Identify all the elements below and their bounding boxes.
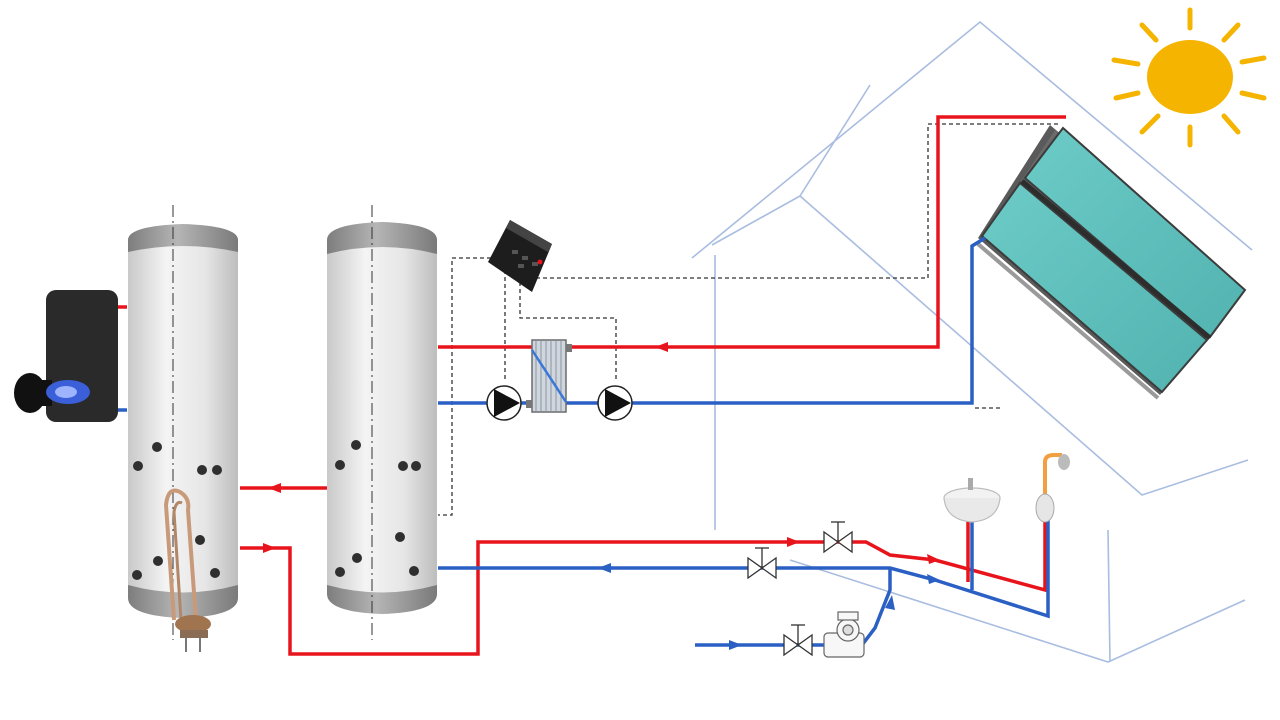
valve-icon bbox=[823, 521, 853, 554]
sink-icon bbox=[943, 478, 1001, 523]
house-outline-icon bbox=[691, 20, 1253, 663]
control-wiring bbox=[438, 123, 1060, 516]
storage-tank-right bbox=[327, 205, 437, 640]
boiler-burner-icon bbox=[14, 290, 118, 422]
valve-icon bbox=[747, 547, 777, 580]
controller-icon bbox=[488, 220, 552, 292]
flat-plate-collector-icon bbox=[976, 125, 1247, 400]
sun-icon bbox=[1111, 7, 1267, 148]
immersion-heater-icon bbox=[163, 488, 211, 652]
storage-tank-left bbox=[128, 205, 238, 640]
pump-icon bbox=[486, 385, 522, 421]
water-meter-icon bbox=[823, 611, 865, 658]
hot-water-pipes bbox=[117, 115, 1066, 656]
flow-arrows bbox=[263, 342, 940, 650]
plate-heat-exchanger-icon bbox=[526, 339, 572, 413]
shower-icon bbox=[1035, 453, 1070, 523]
cold-water-pipes bbox=[117, 236, 1050, 647]
valve-icon bbox=[783, 624, 813, 657]
pump-icon bbox=[597, 385, 633, 421]
